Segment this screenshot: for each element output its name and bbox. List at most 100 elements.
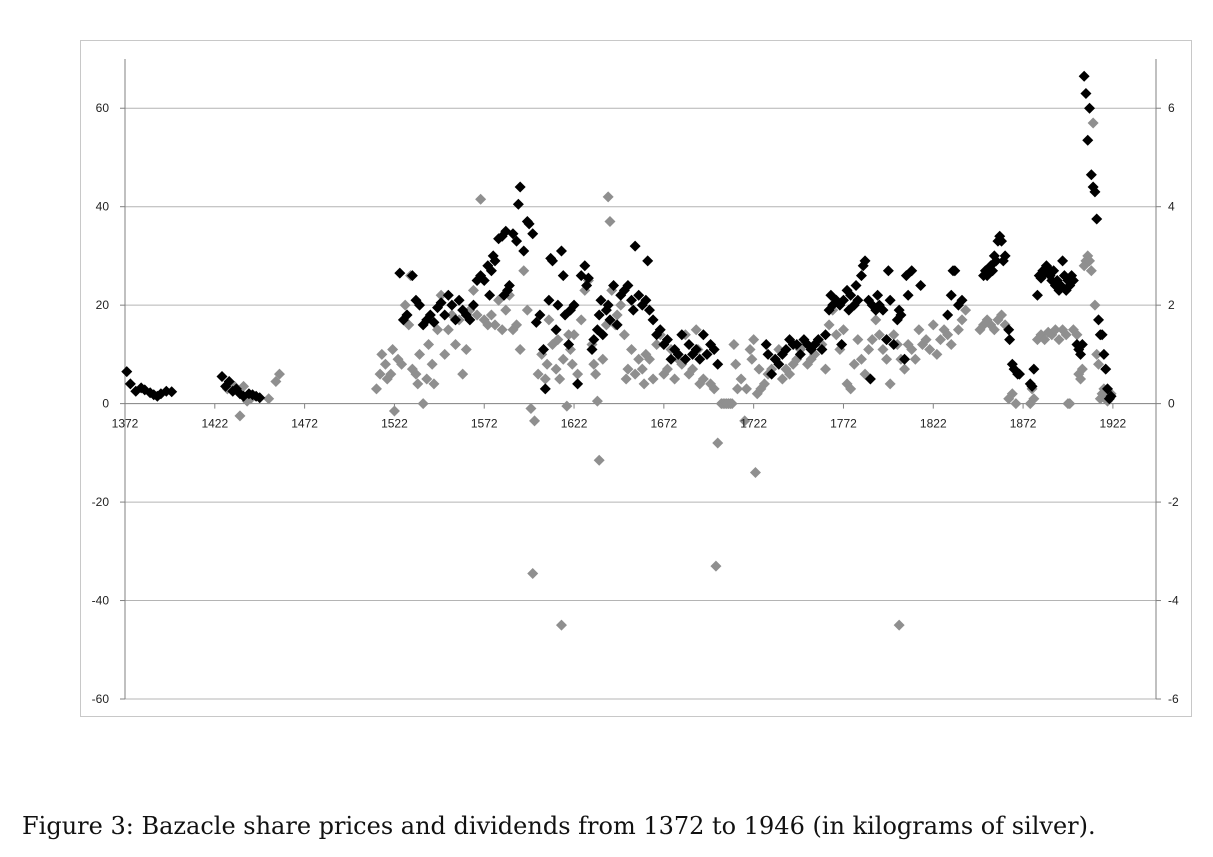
- dividend-point: [820, 363, 832, 375]
- dividend-point: [539, 373, 551, 385]
- price-point: [845, 289, 857, 301]
- price-point: [394, 267, 406, 279]
- dividend-point: [234, 410, 246, 422]
- dividend-point: [388, 405, 400, 417]
- price-point: [1004, 334, 1016, 346]
- dividend-point: [604, 215, 616, 227]
- price-point: [859, 255, 871, 267]
- price-point: [439, 309, 451, 321]
- price-point: [604, 314, 616, 326]
- dividend-point: [626, 343, 638, 355]
- x-tick-label: 1872: [1010, 417, 1037, 431]
- price-point: [999, 250, 1011, 262]
- dividend-point: [379, 358, 391, 370]
- dividend-point: [439, 348, 451, 360]
- dividend-point: [511, 319, 523, 331]
- dividend-point: [457, 368, 469, 380]
- price-point: [760, 339, 772, 351]
- price-point: [697, 329, 709, 341]
- dividend-point: [615, 299, 627, 311]
- dividend-point: [442, 324, 454, 336]
- dividend-point: [931, 348, 943, 360]
- dividend-point: [263, 393, 275, 405]
- dividend-point: [572, 368, 584, 380]
- price-point: [627, 304, 639, 316]
- price-point: [401, 309, 413, 321]
- price-point: [647, 314, 659, 326]
- dividend-point: [746, 353, 758, 365]
- price-point: [1082, 134, 1094, 146]
- dividend-point: [636, 363, 648, 375]
- price-point: [622, 279, 634, 291]
- dividend-point: [591, 395, 603, 407]
- price-point: [708, 343, 720, 355]
- dividend-point: [602, 191, 614, 203]
- dividend-point: [611, 309, 623, 321]
- price-point: [597, 329, 609, 341]
- dividend-point: [690, 324, 702, 336]
- y-tick-label-left: -60: [92, 692, 110, 706]
- x-tick-label: 1522: [381, 417, 408, 431]
- dividend-point: [496, 324, 508, 336]
- dividend-point: [620, 373, 632, 385]
- axes: [120, 59, 1161, 700]
- price-point: [837, 294, 849, 306]
- price-point: [552, 299, 564, 311]
- price-point: [428, 316, 440, 328]
- price-point: [518, 245, 530, 257]
- dividend-point: [387, 343, 399, 355]
- price-point: [593, 309, 605, 321]
- data-points: [121, 70, 1117, 631]
- dividend-point: [924, 343, 936, 355]
- dividend-point: [568, 329, 580, 341]
- x-tick-label: 1722: [740, 417, 767, 431]
- price-point: [1089, 186, 1101, 198]
- price-point: [773, 358, 785, 370]
- x-tick-label: 1672: [650, 417, 677, 431]
- price-point: [915, 279, 927, 291]
- dividend-point: [740, 383, 752, 395]
- price-point: [611, 319, 623, 331]
- price-point: [514, 181, 526, 193]
- price-point: [1093, 314, 1105, 326]
- price-point: [766, 368, 778, 380]
- dividend-point: [532, 368, 544, 380]
- dividend-point: [500, 304, 512, 316]
- price-point: [1078, 70, 1090, 82]
- dividend-point: [471, 309, 483, 321]
- price-point: [121, 366, 133, 378]
- price-point: [484, 289, 496, 301]
- price-point: [942, 309, 954, 321]
- price-point: [812, 334, 824, 346]
- price-point: [557, 270, 569, 282]
- price-point: [877, 304, 889, 316]
- dividend-point: [1049, 324, 1061, 336]
- dividend-point: [877, 343, 889, 355]
- price-point: [633, 289, 645, 301]
- price-point: [449, 314, 461, 326]
- price-point: [762, 348, 774, 360]
- price-point: [543, 294, 555, 306]
- price-point: [683, 339, 695, 351]
- dividend-point: [1093, 358, 1105, 370]
- dividend-point: [753, 363, 765, 375]
- dividend-point: [960, 304, 972, 316]
- dividend-point: [412, 378, 424, 390]
- price-point: [701, 348, 713, 360]
- price-point: [534, 309, 546, 321]
- dividend-point: [749, 467, 761, 479]
- dividend-point: [823, 319, 835, 331]
- price-point: [523, 218, 535, 230]
- dividend-point: [1089, 299, 1101, 311]
- dividend-point: [748, 334, 760, 346]
- price-point: [503, 279, 515, 291]
- price-point: [661, 334, 673, 346]
- price-point: [1003, 324, 1015, 336]
- price-point: [555, 245, 567, 257]
- dividend-point: [428, 378, 440, 390]
- dividend-point: [273, 368, 285, 380]
- price-point: [850, 279, 862, 291]
- price-point: [899, 353, 911, 365]
- dividend-point: [521, 304, 533, 316]
